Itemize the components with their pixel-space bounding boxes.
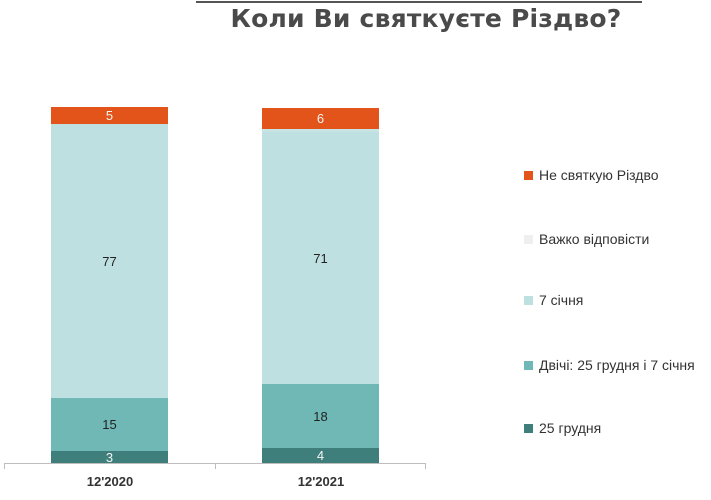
x-label-12-2021: 12'2021	[297, 474, 345, 489]
legend-label: Не святкую Різдво	[539, 167, 659, 183]
legend-item-none: Не святкую Різдво	[524, 167, 659, 183]
segment-hard	[262, 129, 379, 132]
segment-none: 6	[262, 108, 379, 129]
legend-label: Двічі: 25 грудня і 7 січня	[539, 357, 695, 373]
legend-swatch	[524, 360, 533, 370]
legend-item-jan7: 7 січня	[524, 292, 583, 308]
segment-jan7: 71	[262, 132, 379, 384]
segment-none: 5	[51, 107, 168, 124]
segment-jan7: 77	[51, 124, 168, 398]
bar-12-2020: 5 77 15 3	[51, 107, 168, 465]
segment-dec25: 3	[51, 450, 168, 465]
segment-dec25: 4	[262, 448, 379, 463]
legend-swatch	[524, 295, 533, 305]
legend-label: 7 січня	[539, 292, 584, 308]
x-axis-tick	[215, 463, 216, 469]
bar-12-2021: 6 71 18 4	[262, 108, 379, 463]
x-label-12-2020: 12'2020	[86, 474, 134, 489]
x-axis-tick	[425, 463, 426, 469]
legend-item-hard: Важко відповісти	[524, 231, 649, 247]
segment-both: 15	[51, 398, 168, 451]
chart-title: Коли Ви святкуєте Різдво?	[230, 4, 622, 33]
title-rule	[196, 1, 642, 3]
segment-both: 18	[262, 384, 379, 448]
legend-item-dec25: 25 грудня	[524, 420, 601, 436]
x-axis-tick	[4, 463, 5, 469]
legend-item-both: Двічі: 25 грудня і 7 січня	[524, 357, 695, 373]
x-axis	[4, 463, 425, 464]
legend-swatch	[524, 170, 533, 180]
legend-swatch	[524, 234, 533, 244]
legend-label: Важко відповісти	[539, 231, 650, 247]
legend-label: 25 грудня	[539, 420, 602, 436]
legend-swatch	[524, 423, 533, 433]
